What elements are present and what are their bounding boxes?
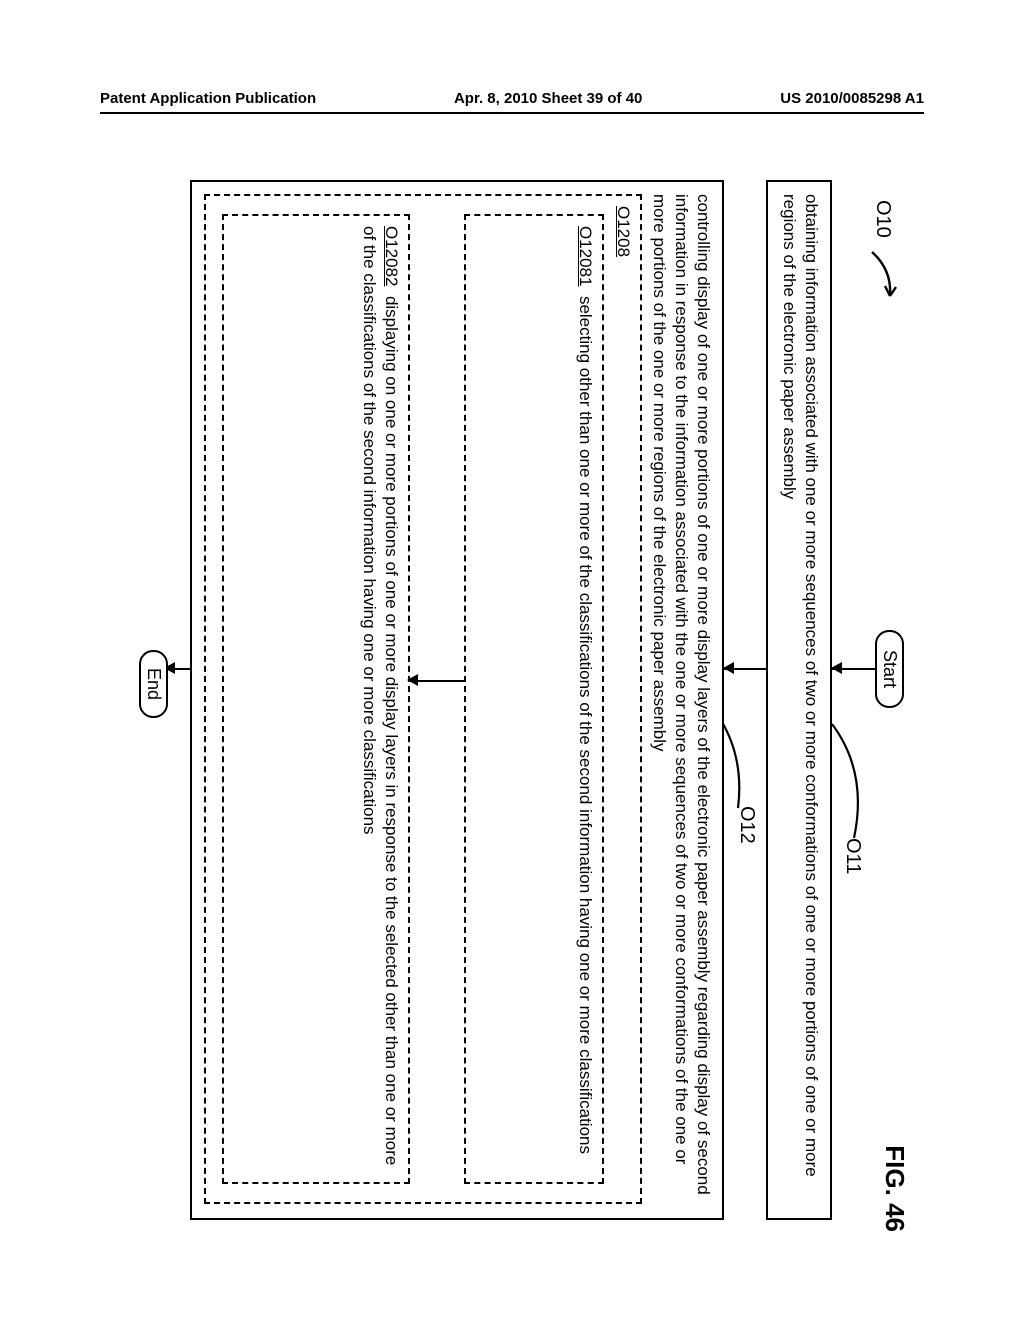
ref-o11: O11 (841, 838, 864, 874)
step-o11-text: obtaining information associated with on… (780, 194, 821, 1177)
step-o11-box: obtaining information associated with on… (766, 180, 832, 1220)
header-rule (100, 112, 924, 114)
arrowhead-icon (723, 662, 734, 674)
ref-o12: O12 (735, 806, 758, 844)
page-header: Patent Application Publication Apr. 8, 2… (100, 90, 924, 107)
ref-o10: O10 (871, 200, 894, 238)
end-pill: End (139, 650, 168, 718)
header-left: Patent Application Publication (100, 90, 316, 107)
arrowhead-icon (831, 662, 842, 674)
header-center: Apr. 8, 2010 Sheet 39 of 40 (454, 90, 642, 107)
ref-o12082: O12082 (382, 226, 401, 287)
leader-o11-icon (828, 722, 868, 842)
substep-o12081-box: O12081 selecting other than one or more … (464, 214, 604, 1184)
start-pill: Start (875, 630, 904, 708)
ref-o12081: O12081 (576, 226, 595, 287)
connector-o12081-o12082 (410, 680, 464, 682)
ref-o1208: O1208 (614, 206, 633, 257)
step-o12-text: controlling display of one or more porti… (651, 194, 714, 1195)
figure-46: FIG. 46 O10 Start O11 obtaining informat… (110, 170, 910, 1240)
substep-o12082-box: O12082 displaying on one or more portion… (222, 214, 410, 1184)
substep-o12081-text: selecting other than one or more of the … (576, 296, 595, 1154)
figure-title: FIG. 46 (879, 1145, 910, 1232)
substep-o12082-text: displaying on one or more portions of on… (360, 226, 401, 1165)
header-right: US 2010/0085298 A1 (780, 90, 924, 107)
ref-o10-arrow-icon (868, 250, 896, 310)
